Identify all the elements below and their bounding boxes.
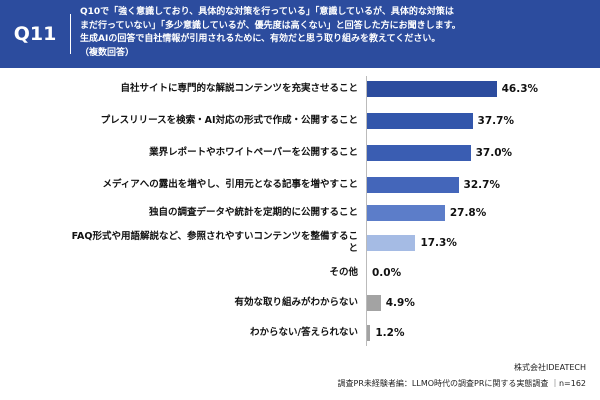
value-label: 32.7% — [463, 179, 500, 191]
value-label: 0.0% — [372, 267, 402, 279]
bar — [367, 205, 445, 221]
question-line: （複数回答） — [80, 47, 135, 58]
source-company: 株式会社IDEATECH — [514, 363, 586, 372]
value-label: 27.8% — [449, 207, 487, 219]
question-line: Q10で「強く意識しており、具体的な対策を行っている」「意識しているが、具体的な… — [80, 7, 454, 17]
value-label: 37.0% — [475, 147, 513, 159]
category-label: FAQ形式や用語解説など、参照されやすいコンテンツを整備すること — [71, 231, 358, 254]
category-label: 有効な取り組みがわからない — [234, 297, 358, 308]
bar — [367, 145, 471, 161]
bar — [367, 325, 371, 341]
value-label: 46.3% — [501, 83, 539, 95]
value-label: 17.3% — [420, 237, 457, 249]
bar — [367, 235, 416, 251]
value-label: 37.7% — [477, 115, 514, 127]
question: Q10で「強く意識しており、具体的な対策を行っている」「意識しているが、具体的な… — [80, 6, 595, 60]
value-label: 4.9% — [385, 297, 415, 309]
category-label: 自社サイトに専門的な解説コンテンツを充実させること — [120, 83, 358, 94]
question-number: Q11 — [13, 23, 57, 45]
category-label: 業界レポートやホワイトペーパーを公開すること — [149, 147, 358, 158]
bar — [367, 81, 497, 97]
source-survey: 調査PR未経験者編：LLMO時代の調査PRに関する実態調査 ｜n=162 — [337, 379, 586, 388]
question-line: まだ行っていない」「多少意識しているが、優先度は高くない」と回答した方にお聞きし… — [80, 20, 461, 31]
category-label: 独自の調査データや統計を定期的に公開すること — [148, 207, 358, 218]
separator — [70, 14, 71, 54]
category-label: プレスリリースを検索・AI対応の形式で作成・公開すること — [100, 115, 358, 126]
bar — [367, 177, 459, 193]
value-label: 1.2% — [375, 327, 405, 339]
question-line: 生成AIの回答で自社情報が引用されるために、有効だと思う取り組みを教えてください… — [80, 34, 441, 44]
header: Q11 Q10で「強く意識しており、具体的な対策を行っている」「意識しているが、… — [0, 0, 600, 68]
category-label: わからない/答えられない — [250, 327, 358, 338]
axis-line — [366, 76, 367, 346]
bar — [367, 113, 473, 129]
bar — [367, 295, 381, 311]
category-label: その他 — [329, 267, 358, 278]
category-label: メディアへの露出を増やし、引用元となる記事を増やすこと — [102, 179, 358, 190]
